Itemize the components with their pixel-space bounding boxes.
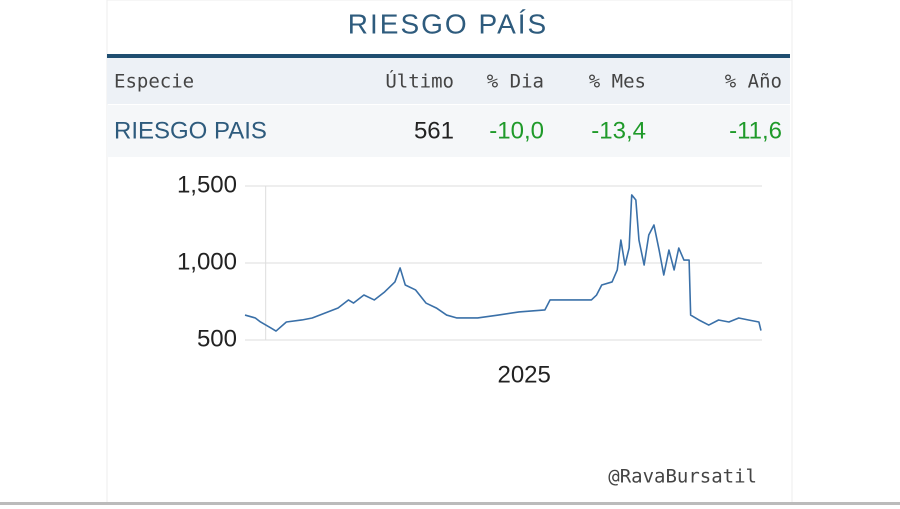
footer: @RavaBursatil <box>608 466 757 488</box>
cell: -10,0 <box>489 117 544 144</box>
y-tick-label: 1,500 <box>177 171 237 198</box>
y-tick-label: 1,000 <box>177 248 237 275</box>
cell: RIESGO PAIS <box>114 117 267 144</box>
y-tick-label: 500 <box>197 325 237 352</box>
bottom-rule <box>0 502 900 505</box>
title: RIESGO PAÍS <box>348 8 548 39</box>
column-header: % Mes <box>589 71 646 93</box>
cell: -11,6 <box>729 117 782 144</box>
column-header: % Dia <box>487 71 544 93</box>
cell: -13,4 <box>591 117 646 144</box>
line-series <box>244 194 762 332</box>
cell: 561 <box>414 117 454 144</box>
x-tick-label: 2025 <box>497 361 550 388</box>
header-row <box>107 58 790 104</box>
column-header: % Año <box>725 71 782 93</box>
column-header: Último <box>385 69 454 93</box>
data-row <box>107 105 790 157</box>
column-header: Especie <box>114 71 194 93</box>
title-rule <box>107 54 790 58</box>
